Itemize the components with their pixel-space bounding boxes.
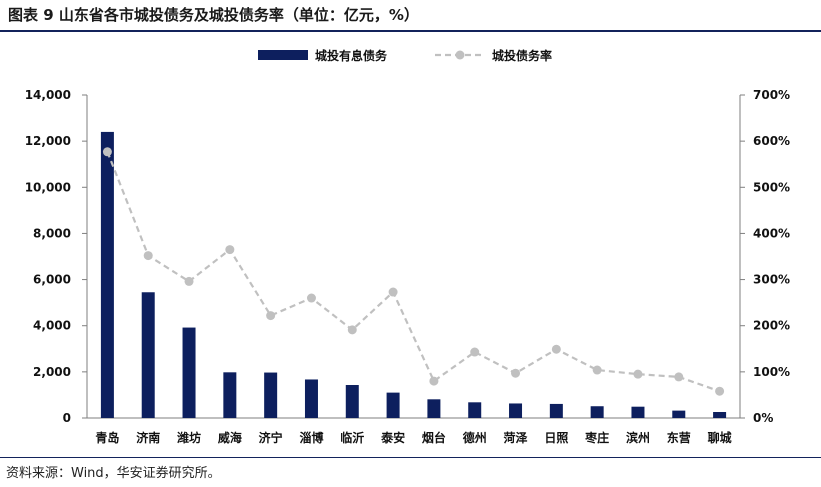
axes: 0 2,000 4,000 6,000 8,000 10,000 12,000 14,000 0… [25,88,790,425]
bar-日照 [549,403,563,418]
x-category-label: 青岛 [95,430,119,445]
bar-枣庄 [590,406,604,418]
source-rule [0,457,821,458]
y-left-tick-label: 14,000 [25,88,71,102]
y-right-tick-label: 500% [753,180,790,194]
y-left-tick-label: 6,000 [33,273,71,287]
bar-烟台 [427,399,441,418]
bar-威海 [223,372,237,418]
category-labels: 青岛 济南 潍坊 威海 济宁 淄博 临沂 泰安 烟台 德州 菏泽 日照 枣庄 滨州 东营 聊城 [95,430,731,445]
ratio-point-济南 [143,251,153,261]
bar-德州 [468,402,482,418]
ratio-point-淄博 [306,293,316,303]
legend-label-debt: 城投有息债务 [315,48,388,63]
bar-聊城 [713,412,727,418]
chart-title: 图表 9 山东省各市城投债务及城投债务率（单位：亿元，%） [8,6,419,24]
ratio-point-德州 [470,347,480,357]
ratio-point-东营 [674,372,684,382]
y-left-tick-label: 4,000 [33,319,71,333]
legend: 城投有息债务 城投债务率 [258,48,552,63]
x-category-label: 滨州 [626,430,650,445]
ratio-point-烟台 [429,376,439,386]
ratio-point-青岛 [102,147,112,157]
x-category-label: 枣庄 [584,430,609,445]
chart: 城投有息债务 城投债务率 0 2,000 4,000 6,000 8,000 10,000… [25,48,790,445]
y-left-tick-label: 12,000 [25,134,71,148]
ratio-line [106,151,720,393]
legend-label-ratio: 城投债务率 [492,48,552,63]
bar-济南 [141,292,155,418]
y-right-tick-label: 700% [753,88,790,102]
bar-青岛 [100,131,114,418]
bar-淄博 [304,379,318,418]
ratio-point-枣庄 [592,365,602,375]
x-category-label: 菏泽 [504,430,528,445]
ratio-point-日照 [551,344,561,354]
x-category-label: 烟台 [422,430,446,445]
ratio-point-聊城 [715,386,725,396]
source-note: 资料来源：Wind，华安证券研究所。 [6,466,221,481]
line-series [102,147,725,396]
x-category-label: 潍坊 [176,430,201,445]
y-right-tick-label: 0% [753,411,773,425]
x-category-label: 德州 [463,430,487,445]
bar-滨州 [631,406,645,418]
x-category-label: 日照 [544,430,568,445]
bar-临沂 [345,385,359,418]
ratio-point-威海 [225,245,235,255]
x-category-label: 济宁 [259,430,283,445]
y-left-tick-label: 10,000 [25,180,71,194]
ratio-point-临沂 [347,325,357,335]
y-right-tick-label: 100% [753,365,790,379]
y-left-tick-label: 2,000 [33,365,71,379]
x-category-label: 济南 [136,430,160,445]
y-right-tick-label: 300% [753,273,790,287]
legend-swatch-bar [258,50,308,60]
y-right-tick-label: 600% [753,134,790,148]
ratio-point-滨州 [633,369,643,379]
ratio-point-泰安 [388,287,398,297]
y-left-tick-label: 8,000 [33,226,71,240]
y-right-tick-label: 400% [753,226,790,240]
x-category-label: 临沂 [340,430,364,445]
x-category-label: 淄博 [299,430,323,445]
bar-菏泽 [509,403,523,418]
x-category-label: 东营 [667,430,691,445]
ratio-point-济宁 [266,311,276,321]
x-category-label: 聊城 [708,430,732,445]
legend-swatch-marker [455,50,465,60]
bar-泰安 [386,392,400,418]
y-right-tick-label: 200% [753,319,790,333]
x-category-label: 威海 [218,430,242,445]
y-left-tick-label: 0 [63,411,71,425]
bar-济宁 [264,372,278,418]
bar-潍坊 [182,327,196,418]
ratio-point-菏泽 [511,368,521,378]
bar-series [100,131,727,418]
x-category-label: 泰安 [380,430,405,445]
title-rule [0,30,821,32]
ratio-point-潍坊 [184,276,194,286]
bar-东营 [672,410,686,418]
